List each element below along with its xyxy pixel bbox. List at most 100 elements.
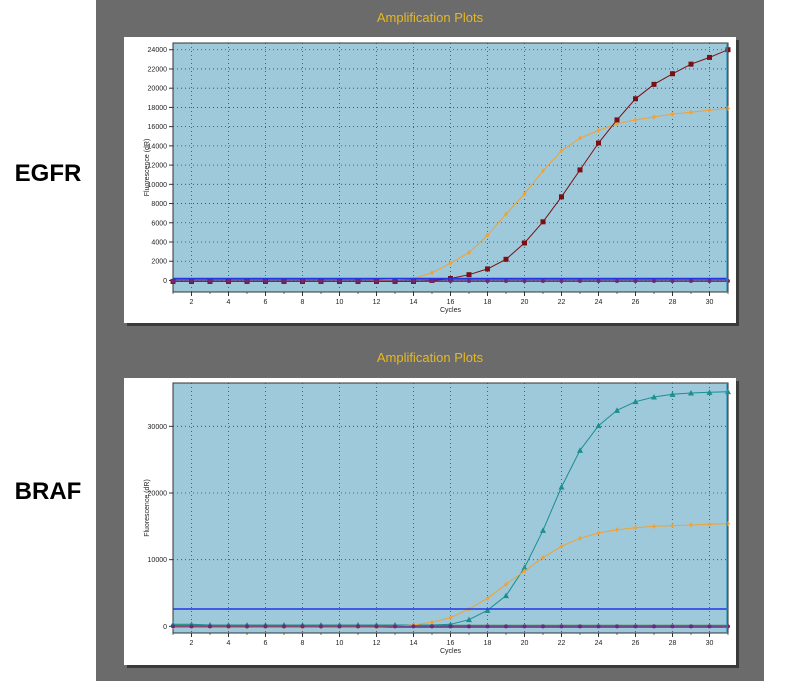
data-point [707, 624, 712, 629]
data-point [652, 523, 656, 529]
data-point [633, 525, 638, 531]
data-point [670, 523, 675, 529]
data-point [337, 624, 342, 629]
data-point [707, 521, 712, 527]
y-axis-label: Fluorescence (dR) [144, 139, 151, 197]
y-tick-label: 20000 [148, 491, 168, 498]
x-tick-label: 24 [595, 299, 603, 306]
y-tick-label: 12000 [148, 163, 168, 170]
data-point [688, 390, 694, 396]
x-tick-label: 26 [632, 299, 640, 306]
data-point [652, 278, 656, 283]
data-point [356, 624, 360, 629]
y-tick-label: 6000 [151, 220, 167, 227]
x-tick-label: 16 [447, 299, 455, 306]
data-point [541, 555, 545, 561]
data-point [300, 624, 305, 629]
y-tick-label: 22000 [148, 66, 168, 73]
data-point [541, 624, 545, 629]
x-tick-label: 10 [336, 640, 344, 647]
y-axis-label: Fluorescence (dR) [144, 479, 151, 537]
data-point [522, 624, 527, 629]
data-point [484, 607, 491, 613]
data-point [688, 61, 694, 67]
data-point [430, 624, 434, 629]
data-point [577, 167, 583, 173]
x-tick-label: 8 [301, 299, 305, 306]
y-tick-label: 4000 [151, 240, 167, 247]
data-point [689, 522, 693, 528]
y-tick-label: 10000 [148, 182, 168, 189]
data-point [689, 109, 693, 115]
data-point [633, 624, 638, 629]
data-point [374, 278, 379, 283]
y-tick-label: 0 [163, 278, 167, 285]
data-point [596, 127, 601, 133]
data-point [633, 96, 638, 102]
data-point [504, 211, 508, 217]
data-point [448, 260, 453, 266]
data-point [706, 389, 713, 395]
data-point [467, 250, 471, 256]
data-point [707, 54, 712, 60]
data-point [633, 117, 638, 123]
data-point [707, 278, 712, 283]
x-tick-label: 4 [227, 299, 231, 306]
data-point [614, 117, 620, 123]
data-point [577, 447, 583, 453]
data-point [411, 624, 416, 629]
data-point [559, 278, 564, 283]
x-axis-label: Cycles [440, 648, 462, 655]
data-point [559, 543, 564, 549]
x-tick-label: 14 [410, 299, 418, 306]
data-point [596, 278, 601, 283]
data-point [448, 615, 453, 621]
data-point [615, 527, 619, 533]
data-point [633, 278, 638, 283]
data-point [503, 592, 509, 599]
data-point [245, 278, 249, 283]
x-tick-label: 4 [227, 640, 231, 647]
y-tick-label: 20000 [148, 86, 168, 93]
data-point [448, 278, 453, 283]
data-point [725, 47, 731, 53]
data-point [263, 624, 268, 629]
data-point [578, 624, 582, 629]
data-point [319, 624, 323, 629]
y-tick-label: 2000 [151, 259, 167, 266]
data-point [615, 624, 619, 629]
data-point [337, 278, 342, 283]
data-point [689, 278, 693, 283]
x-tick-label: 18 [484, 299, 492, 306]
data-point [559, 148, 564, 154]
data-point [596, 530, 601, 536]
data-point [615, 121, 619, 127]
data-point [522, 568, 527, 574]
x-tick-label: 30 [706, 299, 714, 306]
x-axis-label: Cycles [440, 307, 462, 314]
data-point [430, 619, 434, 625]
data-point [504, 278, 508, 283]
data-point [522, 240, 527, 246]
x-tick-label: 14 [410, 640, 418, 647]
data-point [522, 278, 527, 283]
x-tick-label: 30 [706, 640, 714, 647]
data-point [485, 266, 490, 272]
egfr-label: EGFR [14, 160, 82, 187]
data-point [651, 81, 657, 87]
data-point [559, 624, 564, 629]
data-point [485, 232, 490, 238]
y-tick-label: 24000 [148, 47, 168, 54]
data-point [707, 107, 712, 113]
data-point [596, 624, 601, 629]
data-point [411, 278, 416, 283]
data-point [393, 278, 397, 283]
data-point [670, 624, 675, 629]
data-point [595, 422, 602, 429]
data-point [319, 278, 323, 283]
data-point [282, 278, 286, 283]
data-point [652, 114, 656, 120]
data-point [430, 270, 434, 276]
data-point [282, 624, 286, 629]
